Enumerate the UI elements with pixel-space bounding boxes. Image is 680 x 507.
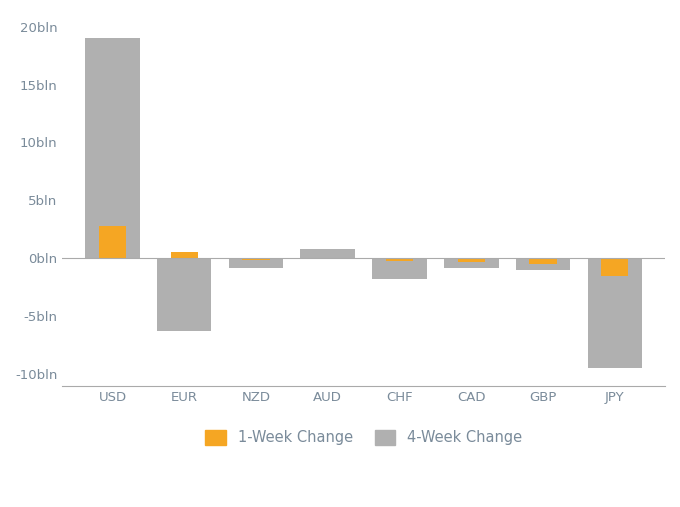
Bar xyxy=(458,258,485,262)
Bar xyxy=(314,258,341,260)
Bar xyxy=(85,38,139,258)
Bar xyxy=(157,258,211,331)
Bar xyxy=(529,258,557,264)
Bar xyxy=(372,258,427,279)
Bar xyxy=(588,258,642,369)
Bar xyxy=(515,258,571,270)
Bar xyxy=(242,258,269,260)
Bar xyxy=(99,226,126,258)
Bar xyxy=(386,258,413,261)
Bar xyxy=(228,258,284,268)
Legend: 1-Week Change, 4-Week Change: 1-Week Change, 4-Week Change xyxy=(198,423,529,453)
Bar xyxy=(301,249,355,258)
Bar xyxy=(171,252,198,258)
Bar xyxy=(444,258,498,268)
Bar xyxy=(601,258,628,276)
